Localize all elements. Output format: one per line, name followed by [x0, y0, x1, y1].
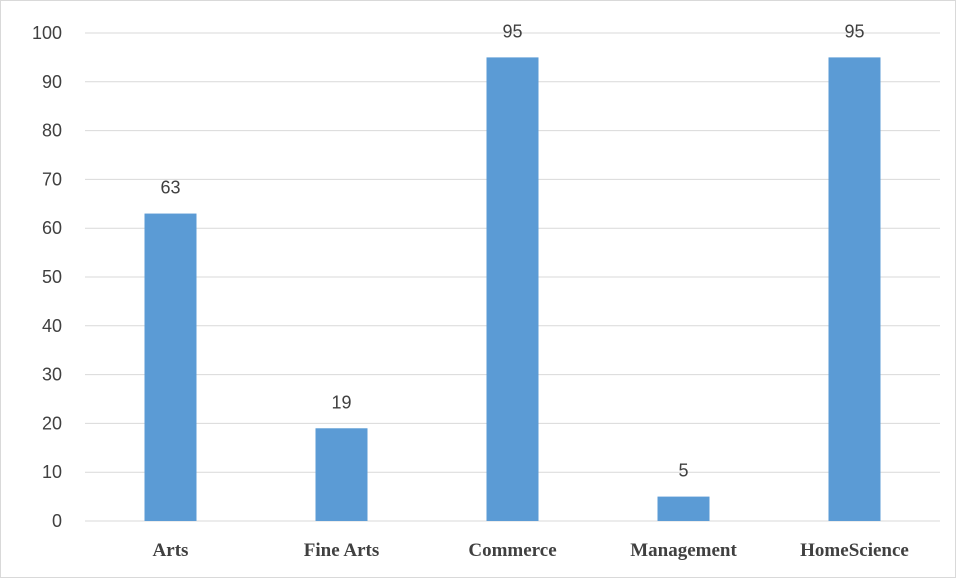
- bar-homescience: [828, 57, 881, 522]
- x-category-label: Fine Arts: [304, 540, 379, 561]
- y-tick-label: 20: [42, 413, 62, 433]
- bar-arts: [144, 213, 197, 521]
- y-tick-label: 90: [42, 72, 62, 92]
- data-label: 19: [331, 392, 351, 412]
- data-label: 63: [160, 178, 180, 198]
- bar-management: [657, 496, 710, 521]
- y-tick-label: 30: [42, 365, 62, 385]
- y-tick-label: 100: [32, 23, 62, 43]
- y-tick-label: 60: [42, 218, 62, 238]
- y-tick-label: 0: [52, 511, 62, 531]
- y-tick-label: 40: [42, 316, 62, 336]
- y-tick-label: 50: [42, 267, 62, 287]
- y-axis-tick-labels: 0 10 20 30 40 50 60 70 80 90 100: [32, 23, 62, 531]
- data-label: 5: [678, 461, 688, 481]
- x-category-label: HomeScience: [800, 540, 909, 561]
- x-category-label: Arts: [153, 540, 189, 561]
- bar-commerce: [486, 57, 539, 522]
- x-axis-category-labels: Arts Fine Arts Commerce Management HomeScien…: [153, 540, 909, 561]
- y-tick-label: 80: [42, 121, 62, 141]
- x-category-label: Management: [630, 540, 737, 561]
- data-label: 95: [844, 21, 864, 41]
- y-tick-label: 10: [42, 462, 62, 482]
- y-tick-label: 70: [42, 169, 62, 189]
- bar-fine-arts: [315, 428, 368, 521]
- x-category-label: Commerce: [468, 540, 556, 561]
- bars: [144, 57, 881, 522]
- data-label: 95: [502, 21, 522, 41]
- data-labels: 63 19 95 5 95: [160, 21, 864, 480]
